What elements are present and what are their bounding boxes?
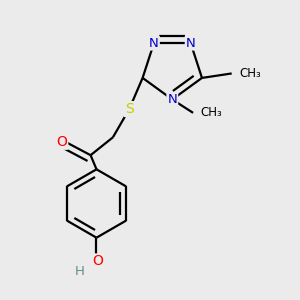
Text: O: O (56, 135, 67, 149)
Text: CH₃: CH₃ (200, 106, 222, 119)
Text: N: N (186, 37, 196, 50)
Text: H: H (75, 265, 85, 278)
Text: O: O (92, 254, 104, 268)
Text: S: S (125, 102, 134, 116)
Text: CH₃: CH₃ (239, 67, 261, 80)
Text: N: N (149, 37, 159, 50)
Text: N: N (167, 93, 177, 106)
